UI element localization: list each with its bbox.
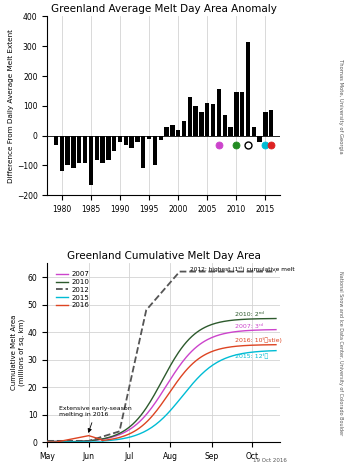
Bar [234,92,239,136]
Text: 2012: highest (1ˢᵗ) cumulative melt: 2012: highest (1ˢᵗ) cumulative melt [190,265,295,271]
Bar [65,136,70,166]
Bar [228,127,233,136]
Bar [153,136,157,166]
Bar [246,42,250,136]
Bar [106,136,111,160]
Bar [240,92,244,136]
Y-axis label: Cumulative Melt Area
(millions of sq. km): Cumulative Melt Area (millions of sq. km… [12,315,25,390]
Title: Greenland Cumulative Melt Day Area: Greenland Cumulative Melt Day Area [67,251,260,261]
Text: Extensive early-season
melting in 2016: Extensive early-season melting in 2016 [59,407,132,432]
Text: 2016: 10ᵗ˾stie): 2016: 10ᵗ˾stie) [234,337,281,344]
Bar [112,136,116,151]
Bar [130,136,134,147]
Text: 2010: 2ⁿᵈ: 2010: 2ⁿᵈ [234,312,264,317]
Bar [223,115,227,136]
Bar [159,136,163,140]
Bar [182,121,186,136]
Bar [60,136,64,171]
Bar [170,125,175,136]
Bar [188,97,192,136]
Bar [263,112,268,136]
Bar [141,136,146,168]
Bar [71,136,76,168]
Bar [100,136,105,162]
Bar [199,112,204,136]
Title: Greenland Average Melt Day Area Anomaly: Greenland Average Melt Day Area Anomaly [51,4,276,14]
Text: National Snow and Ice Data Center, University of Colorado Boulder: National Snow and Ice Data Center, Unive… [338,271,343,435]
Bar [83,136,87,162]
Bar [77,136,82,162]
Y-axis label: Difference From Daily Average Melt Extent: Difference From Daily Average Melt Exten… [8,29,14,183]
Bar [135,136,140,142]
Bar [211,104,215,136]
Bar [252,127,256,136]
Bar [194,106,198,136]
Bar [205,103,209,136]
Bar [124,136,128,145]
Bar [217,89,221,136]
Legend: 2007, 2010, 2012, 2015, 2016: 2007, 2010, 2012, 2015, 2016 [53,269,92,311]
Bar [54,136,58,145]
Bar [147,136,151,139]
Text: 2007: 3ʳᵈ: 2007: 3ʳᵈ [234,323,262,329]
Text: Thomas Mote, University of Georgia: Thomas Mote, University of Georgia [338,58,343,153]
Bar [118,136,122,142]
Bar [269,110,273,136]
Bar [94,136,99,160]
Bar [176,130,180,136]
Text: 19 Oct 2016: 19 Oct 2016 [253,458,287,463]
Text: 2015: 12ᵗ˰: 2015: 12ᵗ˰ [234,352,268,358]
Bar [89,136,93,185]
Bar [258,136,262,142]
Bar [164,127,169,136]
